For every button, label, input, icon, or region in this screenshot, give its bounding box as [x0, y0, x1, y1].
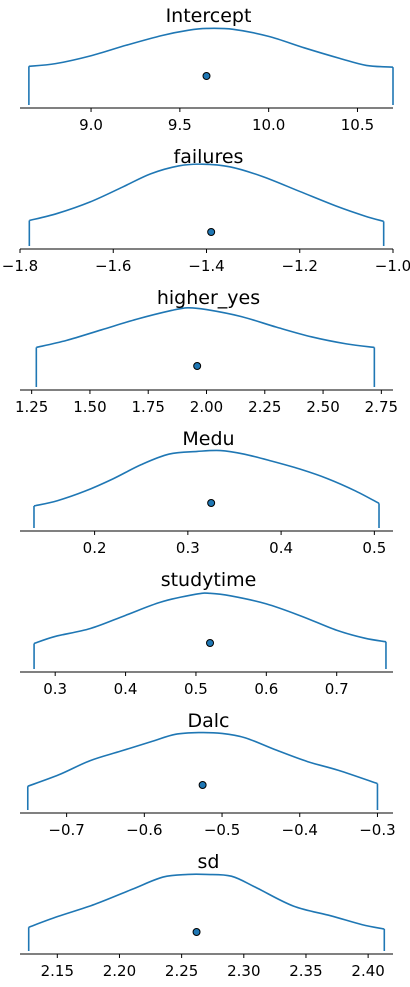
point-estimate [192, 928, 201, 936]
panel-1: Intercept 9.0 9.5 10.0 10.5 [20, 5, 394, 134]
panel-3: higher_yes 1.25 1.50 1.75 2.00 2.25 2.50 2.75 [15, 287, 398, 416]
x-tick-label: −0.6 [126, 821, 162, 839]
panel-title: Dalc [188, 710, 230, 732]
x-tick-label: 1.25 [15, 398, 48, 416]
point-estimate [207, 228, 216, 236]
panel-title: Intercept [166, 5, 252, 27]
panel-4: Medu 0.2 0.3 0.4 0.5 [20, 428, 393, 557]
point-estimate [207, 499, 216, 507]
density-curve [33, 592, 387, 645]
panel-title: higher_yes [157, 287, 260, 309]
x-tick-label: 2.00 [190, 398, 223, 416]
x-tick-label: 0.3 [43, 680, 67, 698]
x-tick-label: 9.0 [79, 116, 103, 134]
panel-title: Medu [182, 428, 234, 450]
panel-2: failures −1.8 −1.6 −1.4 −1.2 −1.0 [2, 146, 410, 275]
point-estimate [202, 72, 211, 80]
density-curve [29, 163, 384, 223]
x-tick-label: 0.6 [254, 680, 278, 698]
panel-5: studytime 0.3 0.4 0.5 0.6 0.7 [20, 569, 393, 698]
panel-7: sd 2.15 2.20 2.25 2.30 2.35 2.40 [20, 851, 393, 980]
panel-title: sd [198, 851, 220, 873]
density-curve [36, 306, 375, 349]
panel-title: failures [174, 146, 244, 168]
x-tick-label: 2.75 [365, 398, 398, 416]
x-tick-label: 0.5 [362, 539, 386, 557]
x-tick-label: 2.40 [351, 962, 384, 980]
x-tick-label: 0.2 [83, 539, 107, 557]
point-estimate [198, 781, 207, 789]
point-estimate [206, 639, 215, 647]
x-tick-label: 0.4 [114, 680, 138, 698]
x-tick-label: 10.0 [252, 116, 285, 134]
density-curve [28, 873, 385, 930]
panel-title: studytime [161, 569, 257, 591]
x-tick-label: 2.25 [248, 398, 281, 416]
x-tick-label: 1.50 [73, 398, 106, 416]
x-tick-label: 2.50 [306, 398, 339, 416]
panel-6: Dalc −0.7 −0.6 −0.5 −0.4 −0.3 [20, 710, 396, 839]
x-tick-label: −1.2 [282, 257, 318, 275]
x-tick-label: 2.35 [289, 962, 322, 980]
x-tick-label: 10.5 [341, 116, 374, 134]
density-curve [28, 27, 394, 68]
x-tick-label: 2.15 [41, 962, 74, 980]
x-tick-label: −1.0 [375, 257, 410, 275]
x-tick-label: 2.30 [227, 962, 260, 980]
x-tick-label: −1.4 [188, 257, 224, 275]
x-tick-label: −0.4 [282, 821, 318, 839]
x-tick-label: −0.3 [359, 821, 395, 839]
density-curve [33, 449, 380, 507]
x-tick-label: −0.7 [48, 821, 84, 839]
x-tick-label: 0.5 [184, 680, 208, 698]
density-curve [27, 731, 378, 787]
point-estimate [193, 362, 202, 370]
x-tick-label: −1.8 [2, 257, 38, 275]
x-tick-label: 9.5 [168, 116, 192, 134]
x-tick-label: −1.6 [95, 257, 131, 275]
x-tick-label: 2.25 [165, 962, 198, 980]
x-tick-label: 0.7 [325, 680, 349, 698]
x-tick-label: 1.75 [132, 398, 165, 416]
x-tick-label: −0.5 [204, 821, 240, 839]
x-tick-label: 0.3 [176, 539, 200, 557]
x-tick-label: 0.4 [269, 539, 293, 557]
x-tick-label: 2.20 [103, 962, 136, 980]
